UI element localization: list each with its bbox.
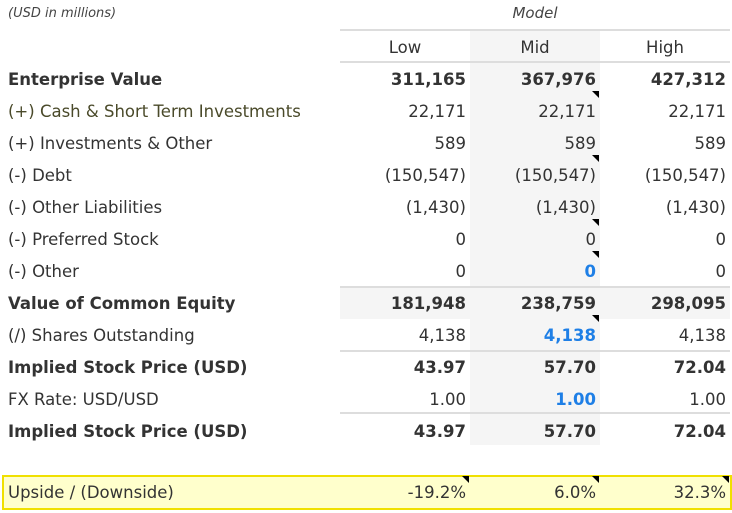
cell-mid[interactable]: 589 <box>564 133 597 153</box>
table-row: Implied Stock Price (USD) 43.97 57.70 72.04 <box>0 415 732 447</box>
model-header: Model <box>512 4 558 22</box>
col-high: High <box>646 37 684 57</box>
cell-mid[interactable]: (150,547) <box>514 165 596 185</box>
table-row: Enterprise Value 311,165 367,976 427,312 <box>0 63 732 95</box>
row-label: Implied Stock Price (USD) <box>8 357 248 377</box>
divider <box>340 412 730 414</box>
upside-row[interactable] <box>2 475 732 510</box>
row-label: (-) Preferred Stock <box>8 229 159 249</box>
comment-marker-icon <box>592 251 599 258</box>
comment-marker-icon <box>592 91 599 98</box>
divider <box>340 286 730 288</box>
cell-low[interactable]: 311,165 <box>390 69 466 89</box>
table-row: (+) Cash & Short Term Investments 22,171 2… <box>0 91 732 127</box>
cell-low[interactable]: 1.00 <box>429 389 466 409</box>
divider <box>340 29 730 31</box>
cell-high[interactable]: 4,138 <box>678 325 726 345</box>
cell-mid[interactable]: 367,976 <box>520 69 596 89</box>
row-label: (+) Investments & Other <box>8 133 213 153</box>
table-row: (-) Preferred Stock 0 0 0 <box>0 219 732 255</box>
divider <box>340 61 730 63</box>
cell-mid[interactable]: 0 <box>584 261 596 281</box>
cell-high[interactable]: 0 <box>715 229 727 249</box>
cell-mid[interactable]: 1.00 <box>555 389 596 409</box>
row-label: (-) Debt <box>8 165 72 185</box>
cell-low[interactable]: 0 <box>455 229 467 249</box>
row-label: Upside / (Downside) <box>8 482 174 502</box>
cell-low[interactable]: 43.97 <box>413 357 466 377</box>
comment-marker-icon <box>592 476 599 483</box>
cell-mid[interactable]: (1,430) <box>535 197 596 217</box>
col-mid: Mid <box>520 37 550 57</box>
cell-high[interactable]: 0 <box>715 261 727 281</box>
table-row: (/) Shares Outstanding 4,138 4,138 4,138 <box>0 315 732 351</box>
row-label: (-) Other Liabilities <box>8 197 163 217</box>
cell-mid[interactable]: 0 <box>585 229 597 249</box>
cell-high[interactable]: 589 <box>694 133 727 153</box>
cell-high[interactable]: 32.3% <box>673 482 726 502</box>
cell-high[interactable]: 22,171 <box>668 101 726 121</box>
cell-high[interactable]: 72.04 <box>673 357 726 377</box>
cell-high[interactable]: 1.00 <box>689 389 726 409</box>
table-row: (-) Other 0 0 0 <box>0 251 732 287</box>
cell-mid[interactable]: 22,171 <box>538 101 596 121</box>
row-label: FX Rate: USD/USD <box>8 389 159 409</box>
comment-marker-icon <box>592 155 599 162</box>
table-row: (+) Investments & Other 589 589 589 <box>0 127 732 159</box>
upside-row-content: Upside / (Downside) -19.2% 6.0% 32.3% <box>0 476 732 508</box>
cell-low[interactable]: 22,171 <box>408 101 466 121</box>
cell-high[interactable]: 72.04 <box>673 421 726 441</box>
row-label: (/) Shares Outstanding <box>8 325 195 345</box>
cell-mid[interactable]: 57.70 <box>543 421 596 441</box>
comment-marker-icon <box>462 476 469 483</box>
cell-low[interactable]: 181,948 <box>390 293 466 313</box>
comment-marker-icon <box>592 315 599 322</box>
cell-low[interactable]: 43.97 <box>413 421 466 441</box>
table-row: Implied Stock Price (USD) 43.97 57.70 72.04 <box>0 351 732 383</box>
cell-low[interactable]: -19.2% <box>407 482 466 502</box>
table-row: (-) Debt (150,547) (150,547) (150,547) <box>0 155 732 191</box>
comment-marker-icon <box>722 476 729 483</box>
table-row: Value of Common Equity 181,948 238,759 298,… <box>0 287 732 319</box>
cell-low[interactable]: (1,430) <box>405 197 466 217</box>
cell-low[interactable]: 0 <box>455 261 467 281</box>
units-label: (USD in millions) <box>8 6 117 21</box>
divider <box>340 350 730 352</box>
cell-low[interactable]: 589 <box>434 133 467 153</box>
cell-mid[interactable]: 238,759 <box>520 293 596 313</box>
equity-row-shade <box>340 288 730 319</box>
row-label: (-) Other <box>8 261 79 281</box>
table-row: (-) Other Liabilities (1,430) (1,430) (1,43… <box>0 191 732 223</box>
row-label: Implied Stock Price (USD) <box>8 421 248 441</box>
cell-mid[interactable]: 6.0% <box>554 482 596 502</box>
cell-low[interactable]: (150,547) <box>384 165 466 185</box>
cell-mid[interactable]: 57.70 <box>543 357 596 377</box>
row-label: Value of Common Equity <box>8 293 236 313</box>
comment-marker-icon <box>592 219 599 226</box>
row-label: Enterprise Value <box>8 69 163 89</box>
cell-high[interactable]: 298,095 <box>650 293 726 313</box>
row-label: (+) Cash & Short Term Investments <box>8 101 301 121</box>
cell-mid[interactable]: 4,138 <box>543 325 596 345</box>
cell-high[interactable]: 427,312 <box>650 69 726 89</box>
cell-low[interactable]: 4,138 <box>418 325 466 345</box>
table-row: FX Rate: USD/USD 1.00 1.00 1.00 <box>0 383 732 415</box>
col-low: Low <box>388 37 422 57</box>
mid-column-shade <box>470 31 600 445</box>
column-header-row: Low Mid High <box>0 31 732 63</box>
cell-high[interactable]: (1,430) <box>665 197 726 217</box>
cell-high[interactable]: (150,547) <box>644 165 726 185</box>
